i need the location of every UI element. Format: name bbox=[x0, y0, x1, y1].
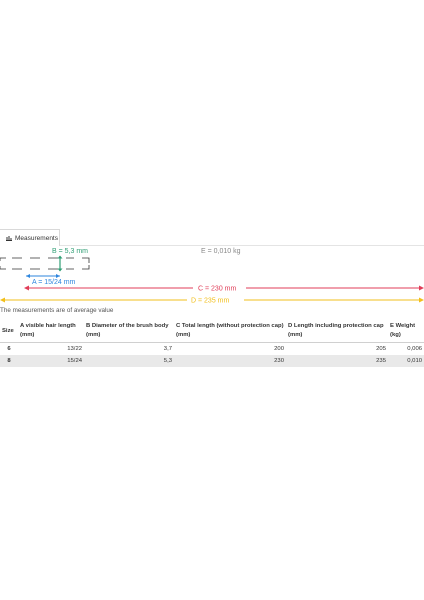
label-a: A = 15/24 mm bbox=[32, 279, 76, 286]
header-b: B Diameter of the brush body (mm) bbox=[86, 323, 169, 338]
average-value-note: The measurements are of average value bbox=[0, 307, 114, 314]
label-c: C = 230 mm bbox=[198, 286, 236, 293]
cell-c: 230 bbox=[174, 355, 286, 367]
header-d: D Length including protection cap (mm) bbox=[288, 323, 384, 338]
tab-measurements[interactable]: Measurements bbox=[0, 229, 60, 246]
cell-b: 3,7 bbox=[84, 342, 174, 355]
table-row: 8 15/24 5,3 230 235 0,010 bbox=[0, 355, 424, 367]
header-c: C Total length (without protection cap) … bbox=[176, 323, 284, 338]
cell-size: 6 bbox=[0, 342, 18, 355]
cell-e: 0,010 bbox=[388, 355, 424, 367]
header-a: A visible hair length (mm) bbox=[20, 323, 76, 338]
cell-a: 15/24 bbox=[18, 355, 84, 367]
brush-outline bbox=[0, 257, 90, 270]
cell-d: 205 bbox=[286, 342, 388, 355]
measurements-table: Size A visible hair length (mm) B Diamet… bbox=[0, 320, 424, 367]
label-b: B = 5,3 mm bbox=[52, 248, 88, 255]
header-e: E Weight (kg) bbox=[390, 323, 416, 338]
cell-b: 5,3 bbox=[84, 355, 174, 367]
cell-d: 235 bbox=[286, 355, 388, 367]
cell-size: 8 bbox=[0, 355, 18, 367]
cell-e: 0,006 bbox=[388, 342, 424, 355]
cell-c: 200 bbox=[174, 342, 286, 355]
table-row: 6 13/22 3,7 200 205 0,006 bbox=[0, 342, 424, 355]
label-e: E = 0,010 kg bbox=[201, 248, 241, 255]
table-header-row: Size A visible hair length (mm) B Diamet… bbox=[0, 320, 424, 343]
header-size: Size bbox=[2, 327, 14, 334]
dimension-a: A = 15/24 mm bbox=[26, 274, 76, 286]
label-d: D = 235 mm bbox=[191, 298, 229, 305]
dimension-b: B = 5,3 mm bbox=[52, 248, 88, 272]
dimension-c: C = 230 mm bbox=[24, 285, 424, 293]
ruler-icon bbox=[6, 235, 12, 241]
tab-divider bbox=[60, 245, 424, 246]
dimension-d: D = 235 mm bbox=[0, 297, 424, 305]
brush-diagram: B = 5,3 mm A = 15/24 mm E = 0,010 kg C =… bbox=[0, 248, 424, 305]
cell-a: 13/22 bbox=[18, 342, 84, 355]
tab-label: Measurements bbox=[15, 234, 58, 242]
